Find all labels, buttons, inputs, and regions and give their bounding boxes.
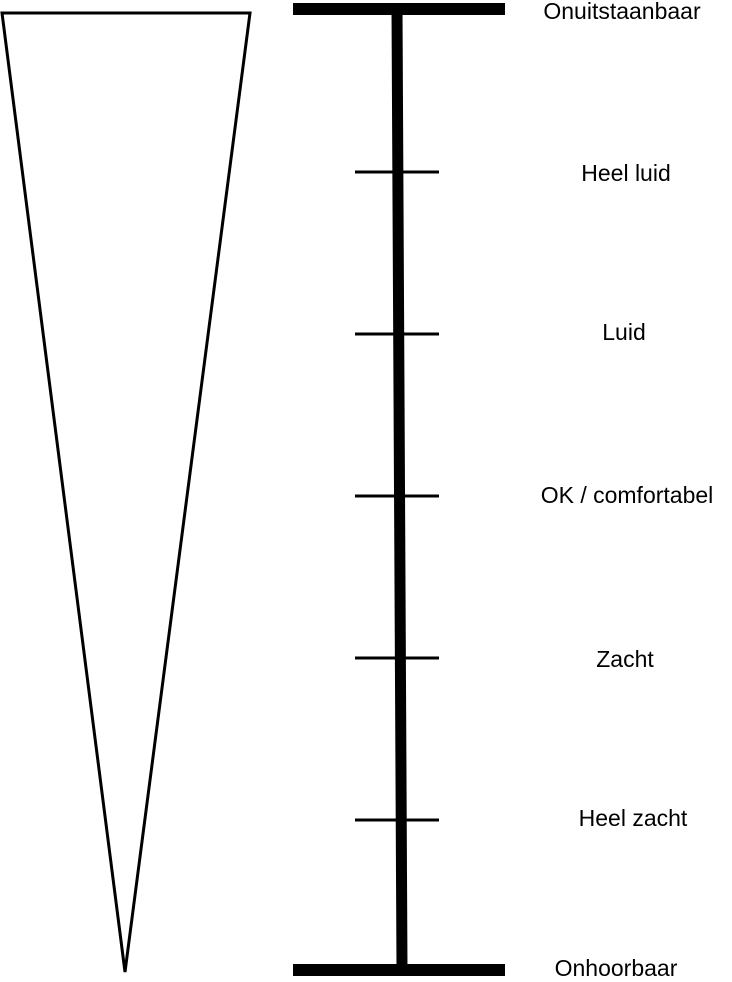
level-label-onuitstaanbaar: Onuitstaanbaar [543,0,701,24]
level-label-ok-comfortabel: OK / comfortabel [541,482,714,508]
level-label-onhoorbaar: Onhoorbaar [555,955,678,981]
level-label-heel-zacht: Heel zacht [579,805,688,831]
level-label-heel-luid: Heel luid [581,160,671,186]
level-label-zacht: Zacht [596,646,654,672]
scale-axis [391,8,408,971]
scale-ticks [355,170,439,822]
volume-wedge [0,11,252,973]
level-label-luid: Luid [602,319,645,345]
